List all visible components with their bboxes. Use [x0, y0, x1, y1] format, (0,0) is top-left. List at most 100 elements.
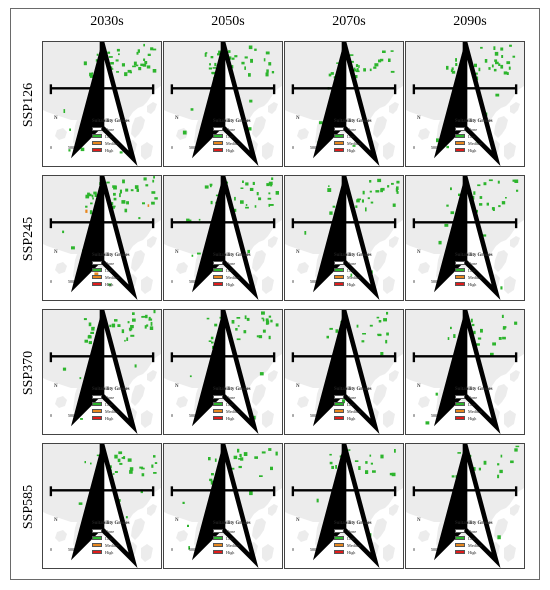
island-southeast [383, 410, 395, 428]
suitability-cell [63, 109, 66, 113]
scale-bar [170, 218, 276, 229]
suitability-cell [265, 72, 269, 77]
suitability-cell [228, 50, 231, 53]
suitability-cell [506, 72, 509, 75]
suitability-cell [108, 283, 112, 286]
legend-swatch [334, 260, 344, 266]
legend-item-medium: Medium [334, 140, 396, 147]
legend-item-high: High [213, 549, 275, 556]
legend-swatch [92, 528, 102, 534]
suitability-cell [362, 333, 366, 335]
island-west [176, 396, 188, 408]
island-small [510, 504, 520, 516]
suitability-cell [497, 180, 500, 184]
suitability-cell [84, 461, 86, 464]
suitability-cell [142, 63, 147, 67]
suitability-cell [218, 50, 223, 54]
suitability-cell [134, 185, 139, 189]
island-small [510, 102, 520, 114]
suitability-cell [153, 310, 156, 314]
row-header-ssp126: SSP126 [21, 82, 37, 128]
suitability-cell [329, 461, 333, 465]
suitability-cell [508, 66, 511, 70]
suitability-cell [446, 65, 449, 70]
island-west [297, 530, 309, 542]
suitability-cell [336, 62, 341, 64]
legend-item-low: Low [92, 535, 154, 542]
island-large [252, 518, 266, 540]
suitability-cell [470, 318, 473, 323]
legend-title: Suitability Grades [455, 119, 493, 124]
column-header-2030s: 2030s [90, 14, 124, 29]
island-west [176, 262, 188, 274]
suitability-cell [259, 372, 264, 376]
suitability-cell [136, 188, 139, 192]
suitability-cell [132, 312, 135, 315]
legend-item-high: High [455, 147, 517, 154]
suitability-cell [119, 462, 123, 465]
legend-item-medium: Medium [334, 408, 396, 415]
legend-swatch [455, 260, 465, 266]
suitability-cell [116, 48, 120, 52]
suitability-cell [256, 192, 259, 196]
suitability-cell [197, 252, 201, 255]
suitability-cell [355, 64, 359, 68]
suitability-cell [92, 197, 94, 200]
suitability-cell [350, 273, 353, 277]
legend-swatch [213, 528, 223, 534]
north-label: N [417, 518, 421, 523]
scale-zero-label: 0 [50, 547, 52, 552]
suitability-cell [493, 68, 497, 72]
suitability-cell [488, 67, 491, 70]
legend-item-none: None [455, 394, 517, 401]
suitability-cell [369, 454, 372, 457]
suitability-cell [143, 58, 146, 61]
suitability-cell [136, 51, 139, 55]
suitability-cell [385, 339, 388, 344]
suitability-cell [182, 130, 187, 135]
legend-item-medium: Medium [213, 274, 275, 281]
suitability-cell [90, 462, 92, 465]
suitability-cell [130, 189, 134, 192]
suitability-cell [354, 460, 359, 462]
suitability-cell [500, 64, 504, 69]
suitability-cell [491, 64, 494, 68]
suitability-cell [478, 67, 481, 72]
legend-item-medium: Medium [334, 542, 396, 549]
legend-swatch [92, 542, 102, 548]
suitability-cells [62, 310, 156, 420]
suitability-cell [121, 457, 124, 459]
suitability-cell [474, 63, 477, 68]
scale-zero-label: 0 [171, 279, 173, 284]
suitability-cell [118, 53, 120, 56]
suitability-cell [378, 59, 382, 63]
suitability-cell [254, 456, 258, 459]
legend-item-low: Low [334, 133, 396, 140]
suitability-cell [473, 191, 476, 195]
suitability-cell [244, 315, 247, 320]
suitability-cell [228, 56, 232, 60]
legend-swatch [334, 408, 344, 414]
legend-swatch [334, 528, 344, 534]
suitability-cell [357, 198, 361, 201]
suitability-cell [372, 470, 376, 473]
suitability-cell [497, 463, 500, 466]
suitability-cell [141, 473, 145, 477]
suitability-cell [262, 318, 265, 322]
scale-distance-label: 500 km [189, 145, 202, 150]
legend-title: Suitability Grades [334, 119, 372, 124]
suitability-cell [352, 145, 356, 147]
suitability-cell [268, 335, 271, 340]
suitability-cell [238, 458, 242, 460]
suitability-cell [396, 180, 400, 184]
legend-swatch [334, 274, 344, 280]
suitability-cell [142, 202, 145, 205]
suitability-cell [191, 254, 194, 257]
suitability-cell [450, 69, 453, 72]
suitability-cell [386, 311, 389, 315]
legend-item-none: None [334, 394, 396, 401]
suitability-cell [498, 205, 501, 208]
suitability-cell [486, 202, 489, 206]
suitability-cell [106, 181, 110, 184]
suitability-cell [132, 65, 136, 68]
